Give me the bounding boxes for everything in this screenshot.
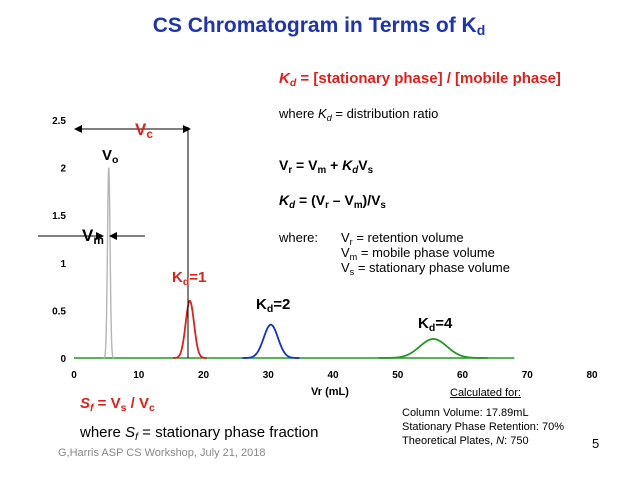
peak-series-4 [378, 338, 488, 359]
kd4-label: Kd=4 [418, 315, 453, 334]
peak-series-2 [173, 299, 207, 359]
slide-title: CS Chromatogram in Terms of Kd [152, 14, 486, 38]
page-number: 5 [592, 436, 600, 451]
calc-theoretical-plates: Theoretical Plates, N: 750 [402, 435, 529, 447]
vo-label: Vo [102, 147, 119, 166]
x-tick-label: 30 [263, 370, 275, 381]
peak-series-1 [103, 167, 115, 359]
peak-series-3 [242, 323, 300, 359]
kd2-label: Kd=2 [256, 296, 291, 315]
x-tick-label: 40 [327, 370, 339, 381]
y-tick-label: 2.5 [52, 116, 66, 127]
x-tick-label: 50 [392, 370, 404, 381]
chart-traces [74, 167, 515, 359]
kd-formula: Kd = (Vr – Vm)/Vs [279, 192, 386, 211]
x-axis-label: Vr (mL) [311, 386, 349, 398]
vm-arrow-right-head [109, 232, 117, 240]
vr-equation: Vr = Vm + KdVs [279, 157, 374, 176]
calc-heading: Calculated for: [450, 387, 521, 399]
x-tick-label: 10 [133, 370, 145, 381]
y-tick-label: 0.5 [52, 306, 66, 317]
footer-text: G,Harris ASP CS Workshop, July 21, 2018 [58, 447, 266, 459]
vm-label: Vm [82, 226, 104, 247]
y-tick-label: 1.5 [52, 211, 66, 222]
where-kd-text: where Kd = distribution ratio [279, 106, 439, 123]
volume-arrows [38, 125, 191, 358]
vm-definition: Vm = mobile phase volume [341, 245, 495, 262]
kd-definition: Kd = [stationary phase] / [mobile phase] [279, 70, 561, 89]
vr-definition: Vr = retention volume [341, 230, 464, 247]
sf-equation: Sf = Vs / Vc [80, 395, 155, 414]
calc-stationary-retention: Stationary Phase Retention: 70% [402, 421, 565, 433]
x-tick-label: 60 [457, 370, 469, 381]
vm-arrow-left-head [96, 232, 104, 240]
x-tick-label: 20 [198, 370, 210, 381]
x-tick-label: 80 [586, 370, 598, 381]
where-label: where: [279, 230, 319, 245]
vs-definition: Vs = stationary phase volume [341, 260, 510, 277]
where-sf-text: where Sf = stationary phase fraction [80, 424, 319, 443]
x-tick-label: 0 [71, 370, 77, 381]
vc-label: Vc [135, 120, 153, 141]
calc-column-volume: Column Volume: 17.89mL [402, 407, 529, 419]
vc-arrow-right-head [183, 125, 191, 133]
chart-axes: 0 10 20 30 40 50 60 70 80 0 0.5 1 1.5 2 2.5 [52, 116, 598, 381]
kd1-label: Kd=1 [172, 269, 207, 288]
y-tick-label: 0 [60, 354, 66, 365]
y-tick-label: 1 [60, 259, 66, 270]
x-tick-label: 70 [522, 370, 534, 381]
vc-arrow-left-head [74, 125, 82, 133]
y-tick-label: 2 [60, 164, 66, 175]
